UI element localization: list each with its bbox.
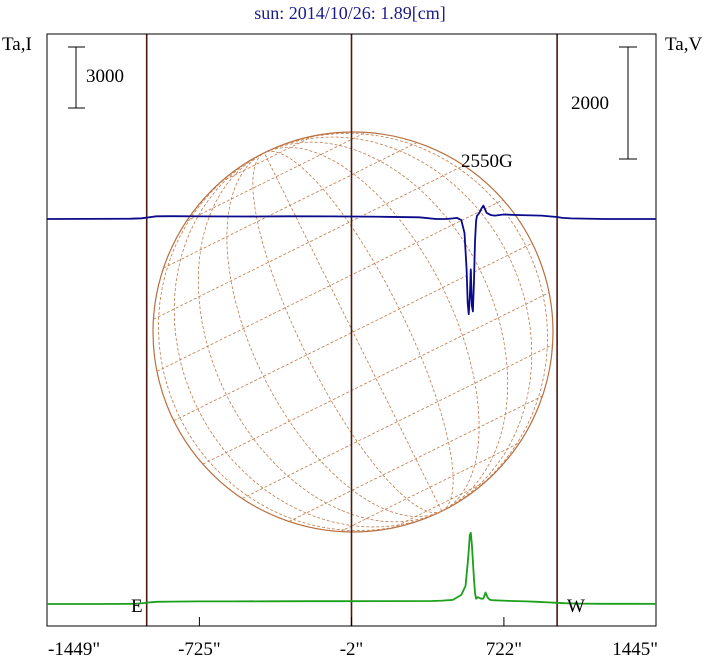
solar-disk: [152, 131, 554, 533]
left-axis-label: Ta,I: [2, 34, 32, 55]
latitude-line: [173, 242, 533, 422]
latitude-line: [220, 135, 314, 183]
polarization-line: [46, 204, 656, 316]
west-label: W: [567, 596, 585, 617]
series-lines: [46, 204, 657, 605]
east-label: E: [131, 596, 143, 617]
left-scale-bar: 3000: [68, 46, 124, 109]
right-scale-label: 2000: [571, 93, 609, 114]
longitude-line: [264, 141, 509, 512]
disk-limb: [152, 131, 554, 533]
longitude-line: [264, 147, 480, 512]
longitude-line: [252, 152, 442, 514]
x-tick-label: -1449": [48, 639, 100, 660]
right-axis-label: Ta,V: [665, 34, 702, 55]
field-annotation: 2550G: [461, 151, 513, 172]
vertical-lines: [145, 34, 558, 626]
longitude-line: [264, 150, 454, 512]
latitude-line: [186, 132, 366, 222]
right-scale-bar: 2000: [571, 46, 637, 160]
x-tick-label: -725": [178, 639, 221, 660]
left-scale-label: 3000: [86, 66, 124, 87]
longitude-line: [173, 152, 442, 528]
longitude-line: [263, 152, 443, 512]
intensity-line: [47, 531, 657, 605]
longitude-line: [264, 132, 548, 512]
latitude-line: [202, 292, 550, 465]
x-tick-label: 1445": [612, 639, 658, 660]
x-tick-label: 722": [486, 639, 522, 660]
longitude-line: [226, 152, 442, 517]
x-axis-ticks: -1449" -725" -2" 722" 1445": [46, 617, 658, 660]
longitude-line: [264, 136, 533, 512]
x-tick-label: -2": [340, 639, 364, 660]
latitude-line: [288, 395, 543, 522]
longitude-line: [158, 152, 442, 532]
longitude-line: [197, 152, 442, 523]
chart-title: sun: 2014/10/26: 1.89[cm]: [254, 3, 446, 23]
